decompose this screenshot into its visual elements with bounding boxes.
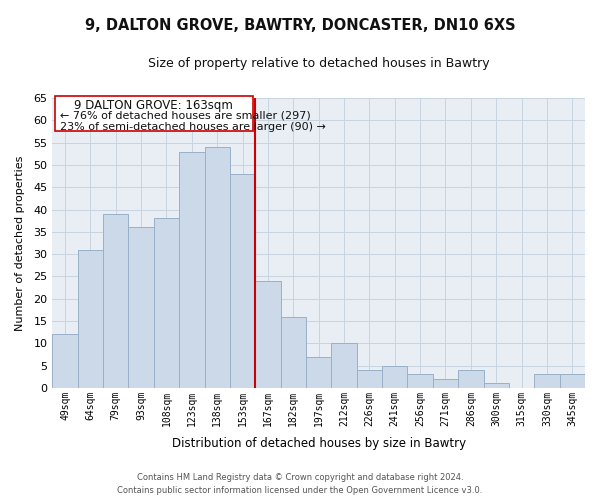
Bar	[52, 334, 77, 388]
Bar	[306, 356, 331, 388]
Bar	[103, 214, 128, 388]
FancyBboxPatch shape	[55, 96, 253, 132]
Bar	[128, 228, 154, 388]
Text: 9 DALTON GROVE: 163sqm: 9 DALTON GROVE: 163sqm	[74, 100, 233, 112]
Text: ← 76% of detached houses are smaller (297): ← 76% of detached houses are smaller (29…	[60, 110, 311, 120]
Bar	[484, 384, 509, 388]
Bar	[77, 250, 103, 388]
Bar	[560, 374, 585, 388]
Bar	[407, 374, 433, 388]
Y-axis label: Number of detached properties: Number of detached properties	[15, 156, 25, 330]
Bar	[458, 370, 484, 388]
X-axis label: Distribution of detached houses by size in Bawtry: Distribution of detached houses by size …	[172, 437, 466, 450]
Bar	[255, 281, 281, 388]
Bar	[382, 366, 407, 388]
Bar	[179, 152, 205, 388]
Bar	[281, 316, 306, 388]
Bar	[154, 218, 179, 388]
Text: 23% of semi-detached houses are larger (90) →: 23% of semi-detached houses are larger (…	[60, 122, 326, 132]
Bar	[433, 379, 458, 388]
Bar	[230, 174, 255, 388]
Title: Size of property relative to detached houses in Bawtry: Size of property relative to detached ho…	[148, 58, 490, 70]
Bar	[331, 344, 357, 388]
Bar	[534, 374, 560, 388]
Bar	[205, 147, 230, 388]
Bar	[357, 370, 382, 388]
Text: Contains HM Land Registry data © Crown copyright and database right 2024.
Contai: Contains HM Land Registry data © Crown c…	[118, 473, 482, 495]
Text: 9, DALTON GROVE, BAWTRY, DONCASTER, DN10 6XS: 9, DALTON GROVE, BAWTRY, DONCASTER, DN10…	[85, 18, 515, 32]
